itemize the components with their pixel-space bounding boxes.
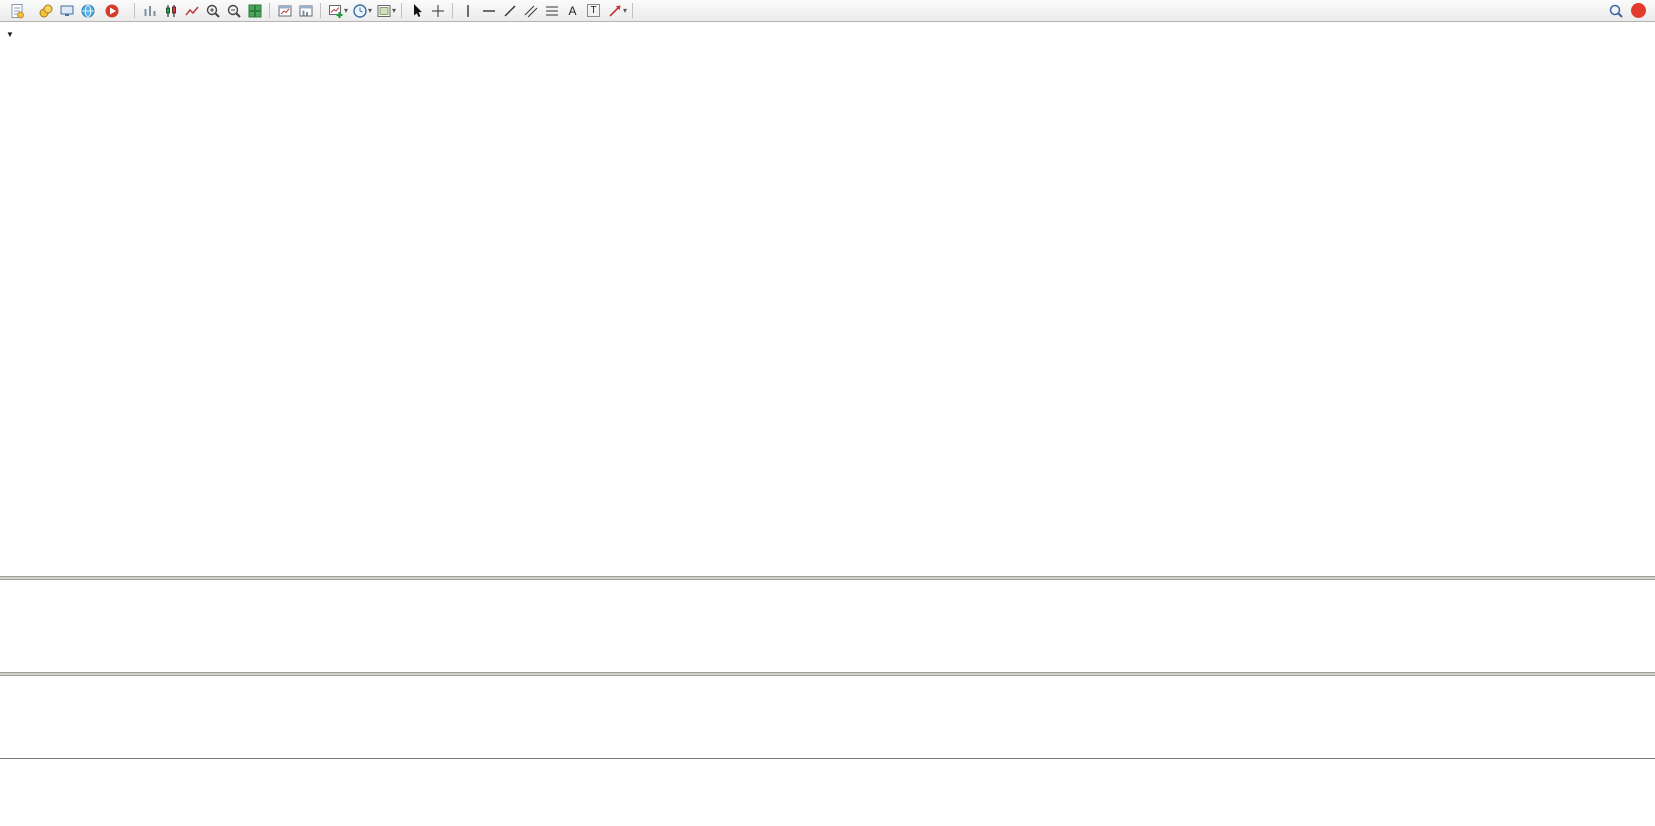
text-label-tool-icon[interactable]: T	[584, 1, 603, 20]
fibonacci-tool-icon[interactable]	[542, 1, 561, 20]
navigator-icon[interactable]	[78, 1, 97, 20]
macd-panel[interactable]	[0, 580, 1655, 672]
toolbar-separator	[401, 3, 403, 18]
auto-trading-icon	[105, 4, 119, 17]
horizontal-line-tool-icon[interactable]	[479, 1, 498, 20]
zoom-out-icon[interactable]	[224, 1, 243, 20]
toolbar: ▾ ▾ ▾ A T ▾	[0, 0, 1655, 22]
data-window-icon[interactable]	[57, 1, 76, 20]
text-tool-icon[interactable]: A	[568, 3, 577, 18]
vertical-line-tool-icon[interactable]	[458, 1, 477, 20]
new-order-button[interactable]	[4, 1, 34, 21]
candlestick-chart-icon[interactable]	[161, 1, 180, 20]
bar-chart-icon[interactable]	[140, 1, 159, 20]
price-chart-panel[interactable]: ▼	[0, 22, 1655, 576]
rsi-panel[interactable]	[0, 676, 1655, 758]
price-chart[interactable]	[0, 22, 1655, 576]
new-chart-icon[interactable]	[326, 1, 345, 20]
cascade-windows-icon[interactable]	[296, 1, 315, 20]
toolbar-separator	[269, 3, 270, 18]
symbol-info: ▼	[6, 30, 18, 39]
toolbar-right-group	[1606, 1, 1651, 20]
toolbar-separator	[320, 3, 321, 18]
zoom-in-icon[interactable]	[203, 1, 222, 20]
cursor-icon[interactable]	[407, 1, 426, 20]
notification-badge[interactable]	[1631, 3, 1646, 18]
new-chart-caret-icon[interactable]: ▾	[344, 6, 349, 15]
profiles-icon[interactable]	[350, 1, 369, 20]
time-axis[interactable]	[0, 758, 1655, 780]
tile-windows-icon[interactable]	[245, 1, 264, 20]
arrange-windows-icon[interactable]	[275, 1, 294, 20]
channel-tool-icon[interactable]	[521, 1, 540, 20]
market-watch-icon[interactable]	[36, 1, 55, 20]
templates-icon[interactable]	[374, 1, 393, 20]
bottom-space	[0, 780, 1655, 826]
toolbar-separator	[134, 3, 135, 18]
trendline-tool-icon[interactable]	[500, 1, 519, 20]
toolbar-separator	[452, 3, 454, 18]
arrow-objects-icon[interactable]	[605, 1, 624, 20]
line-chart-icon[interactable]	[182, 1, 201, 20]
search-icon[interactable]	[1606, 1, 1625, 20]
new-order-icon	[11, 3, 24, 18]
macd-chart[interactable]	[0, 580, 1655, 672]
panel-divider[interactable]	[0, 576, 1655, 580]
templates-caret-icon[interactable]: ▾	[392, 6, 397, 15]
auto-trading-button[interactable]	[99, 1, 129, 21]
symbol-dropdown-icon[interactable]: ▼	[6, 30, 14, 39]
toolbar-separator	[632, 3, 634, 18]
profiles-caret-icon[interactable]: ▾	[368, 6, 373, 15]
arrow-objects-caret-icon[interactable]: ▾	[623, 6, 628, 15]
panel-divider[interactable]	[0, 672, 1655, 676]
crosshair-icon[interactable]	[428, 1, 447, 20]
rsi-chart[interactable]	[0, 676, 1655, 758]
